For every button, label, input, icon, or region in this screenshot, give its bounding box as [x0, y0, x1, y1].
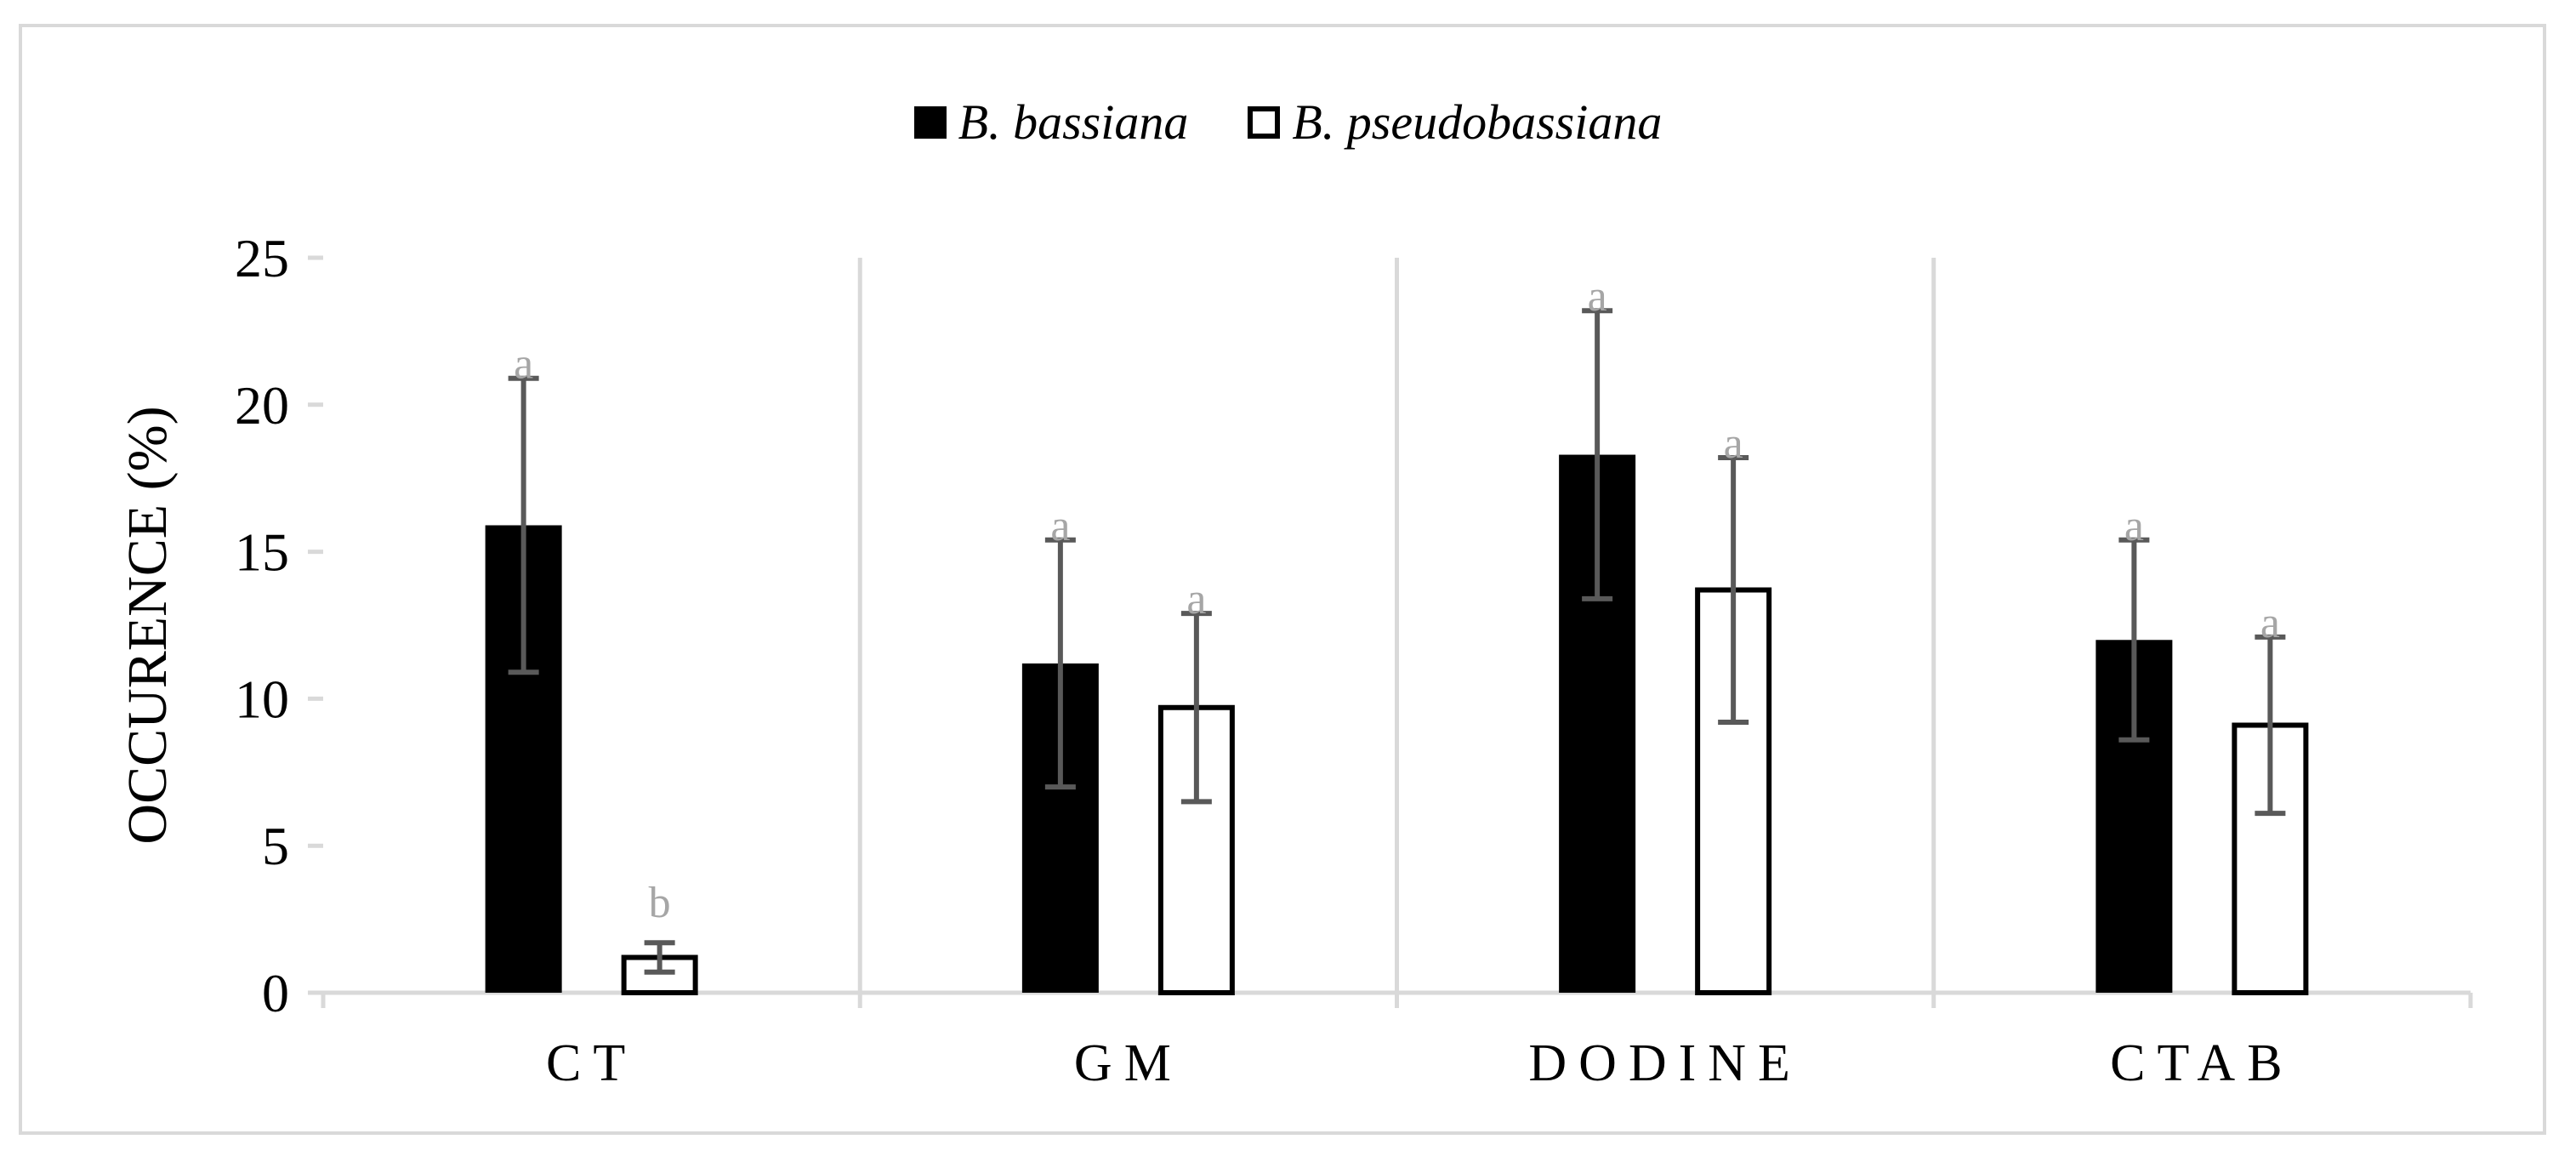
y-tick-label: 20	[235, 375, 289, 436]
chart-legend: B. bassiana B. pseudobassiana	[0, 94, 2576, 151]
y-tick-label: 0	[262, 963, 289, 1023]
y-tick-label: 5	[262, 816, 289, 876]
x-tick-label: DODINE	[1528, 1034, 1802, 1092]
y-tick-label: 10	[235, 669, 289, 729]
significance-letter: a	[2124, 502, 2144, 550]
legend-label-b-bassiana: B. bassiana	[958, 94, 1189, 150]
significance-letter: a	[1186, 575, 1206, 624]
significance-letter: a	[514, 340, 533, 389]
y-tick-label: 25	[235, 228, 289, 288]
x-tick-label: GM	[1074, 1034, 1183, 1092]
legend-item-b-pseudobassiana: B. pseudobassiana	[1248, 94, 1662, 151]
significance-letter: a	[1724, 419, 1743, 468]
x-tick-label: CT	[546, 1034, 637, 1092]
legend-item-b-bassiana: B. bassiana	[913, 94, 1189, 151]
y-tick-label: 15	[235, 522, 289, 583]
significance-letter: a	[2260, 599, 2280, 647]
significance-letter: a	[1050, 502, 1070, 550]
significance-letter: a	[1588, 272, 1607, 321]
legend-swatch-b-pseudobassiana	[1248, 105, 1281, 139]
significance-letter: b	[649, 879, 671, 927]
legend-label-b-pseudobassiana: B. pseudobassiana	[1292, 94, 1663, 150]
x-tick-label: CTAB	[2110, 1034, 2294, 1092]
y-axis-title: OCCURENCE (%)	[117, 406, 179, 844]
legend-swatch-b-bassiana	[913, 105, 947, 139]
